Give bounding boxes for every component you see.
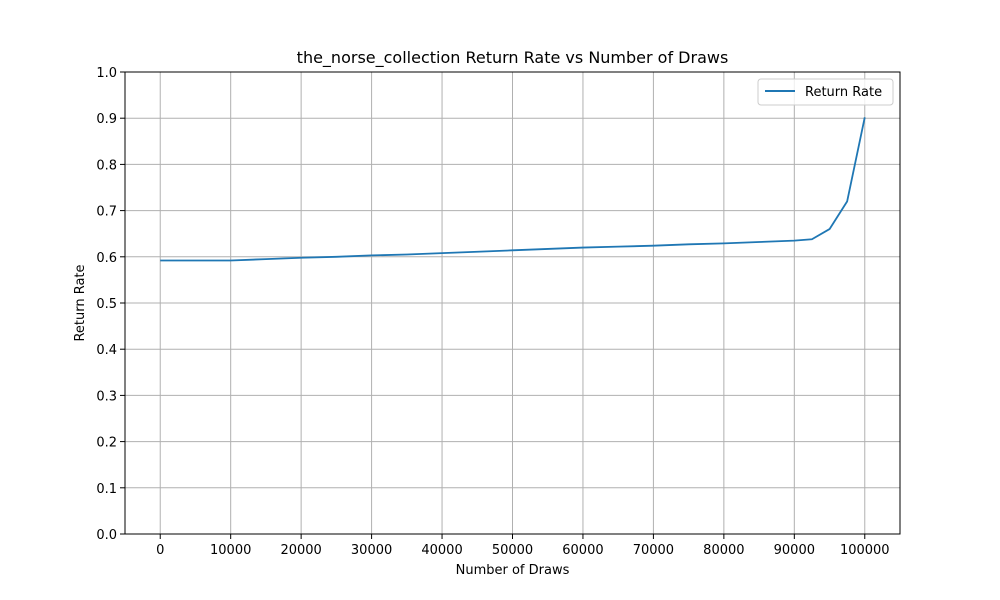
x-axis-label: Number of Draws bbox=[456, 563, 570, 578]
series-line-return-rate bbox=[160, 117, 866, 262]
x-tick-label: 0 bbox=[156, 543, 164, 558]
y-tick-label: 0.2 bbox=[96, 436, 117, 451]
x-tick-label: 30000 bbox=[351, 543, 392, 558]
x-tick-label: 70000 bbox=[633, 543, 674, 558]
y-tick-label: 0.5 bbox=[96, 297, 117, 312]
series-layer bbox=[160, 117, 866, 262]
x-tick-label: 50000 bbox=[492, 543, 533, 558]
legend-label: Return Rate bbox=[805, 85, 882, 100]
chart-title: the_norse_collection Return Rate vs Numb… bbox=[297, 48, 729, 68]
y-tick-label: 1.0 bbox=[96, 66, 117, 81]
x-tick-label: 40000 bbox=[421, 543, 462, 558]
y-tick-label: 0.9 bbox=[96, 112, 117, 127]
y-tick-label: 0.4 bbox=[96, 343, 117, 358]
legend: Return Rate bbox=[757, 78, 894, 106]
y-tick-label: 0.0 bbox=[96, 528, 117, 543]
y-tick-label: 0.8 bbox=[96, 158, 117, 173]
y-tick-label: 0.1 bbox=[96, 482, 117, 497]
y-tick-label: 0.6 bbox=[96, 251, 117, 266]
x-tick-label: 100000 bbox=[840, 543, 890, 558]
y-axis-ticks: 0.0 0.1 0.2 0.3 0.4 0.5 0.6 0.7 0.8 0.9 1.0 bbox=[96, 66, 125, 543]
y-tick-label: 0.7 bbox=[96, 205, 117, 220]
x-tick-label: 20000 bbox=[280, 543, 321, 558]
y-tick-label: 0.3 bbox=[96, 389, 117, 404]
x-tick-label: 10000 bbox=[210, 543, 251, 558]
x-axis-ticks: 0 10000 20000 30000 40000 50000 60000 70000 8000… bbox=[156, 534, 890, 558]
y-axis-label: Return Rate bbox=[73, 264, 88, 341]
x-tick-label: 90000 bbox=[774, 543, 815, 558]
x-tick-label: 80000 bbox=[703, 543, 744, 558]
legend-box bbox=[757, 78, 894, 106]
x-tick-label: 60000 bbox=[562, 543, 603, 558]
